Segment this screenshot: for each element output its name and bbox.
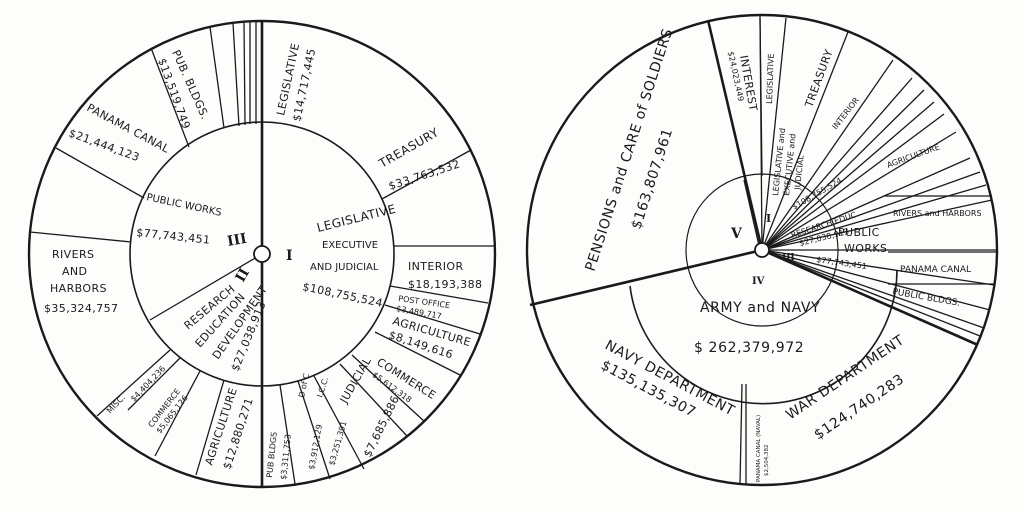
left-I-title-3: AND JUDICIAL: [310, 262, 379, 273]
left-section-I: I LEGISLATIVE EXECUTIVE AND JUDICIAL $10…: [286, 202, 397, 310]
left-I-title-1: LEGISLATIVE: [315, 202, 397, 235]
left-interior-label: INTERIOR: [408, 260, 464, 273]
left-dofc-label: D of C: [297, 372, 311, 398]
left-treasury-label: TREASURY: [376, 125, 442, 171]
right-roman-III: III: [782, 253, 795, 263]
left-misc-label: MISC.: [105, 393, 127, 415]
right-roman-IV: IV: [752, 276, 765, 287]
right-roman-V: V: [730, 226, 743, 242]
right-naval-misc-amount: $2,504,382: [764, 445, 770, 477]
left-pie-chart: I LEGISLATIVE EXECUTIVE AND JUDICIAL $10…: [27, 19, 497, 489]
left-roman-III: III: [226, 231, 248, 250]
right-outer-ring: [525, 13, 999, 487]
left-section-II: II RESEARCH EDUCATION DEVELOPMENT $27,03…: [182, 266, 271, 373]
left-hub: [253, 245, 271, 263]
right-agriculture-label: AGRICULTURE: [886, 142, 941, 169]
right-pie-chart: PENSIONS and CARE of SOLDIERS $163,807,9…: [525, 13, 999, 487]
left-III-title: PUBLIC WORKS: [145, 192, 222, 219]
right-legis-3: JUDICIAL: [793, 154, 806, 191]
left-I-title-2: EXECUTIVE: [322, 240, 378, 251]
left-treasury-amount: $33,763,532: [387, 158, 462, 193]
left-rivers-label-3: HARBORS: [50, 282, 107, 295]
right-legislative-label: LEGISLATIVE: [765, 53, 776, 104]
left-inner-divider-1: [149, 253, 263, 321]
right-pw-2: WORKS: [844, 242, 887, 255]
left-dofc-amount: $3,912,129: [307, 424, 324, 471]
right-pw-amount: $77,743,451: [816, 255, 868, 271]
right-naval-misc-label: PANAMA CANAL (NAVAL): [756, 415, 762, 482]
left-judicial-label: JUDICIAL: [337, 355, 374, 407]
right-divider-armynavy: [761, 248, 979, 347]
right-divider-top: [706, 19, 764, 251]
right-treasury-label: TREASURY: [802, 48, 835, 110]
left-roman-II: II: [233, 266, 253, 285]
right-inner-arc: [629, 269, 898, 405]
left-roman-I: I: [286, 248, 293, 264]
left-I-amount: $108,755,524: [301, 280, 384, 310]
left-pubbldgs-label: PUB BLDGS: [265, 431, 279, 478]
left-interior-amount: $18,193,388: [408, 278, 482, 291]
right-panama-label: PANAMA CANAL: [900, 265, 971, 275]
right-roman-I: I: [766, 212, 771, 225]
right-divider-navywar-2: [739, 383, 743, 485]
right-divider-pensions: [529, 248, 763, 307]
left-icc-amount: $3,251,391: [327, 420, 348, 467]
right-hub: [754, 242, 770, 258]
left-rivers-amount: $35,324,757: [44, 302, 118, 315]
left-judicial-amount: $7,685,886: [361, 393, 402, 459]
right-sector-dividers: [743, 17, 996, 337]
right-armynavy-label: ARMY and NAVY: [700, 300, 820, 316]
left-rivers-label-2: AND: [62, 265, 87, 278]
right-rivers-label: RIVERS and HARBORS: [893, 209, 982, 218]
left-section-III: III PUBLIC WORKS $77,743,451: [136, 192, 248, 250]
left-icc-label: I.C.C.: [315, 376, 330, 399]
right-pw-1: PUBLIC: [838, 226, 880, 239]
left-sector-dividers: [29, 21, 495, 485]
left-rivers-label-1: RIVERS: [52, 248, 94, 261]
left-III-amount: $77,743,451: [136, 226, 211, 247]
right-armynavy-amount: $ 262,379,972: [694, 340, 804, 356]
